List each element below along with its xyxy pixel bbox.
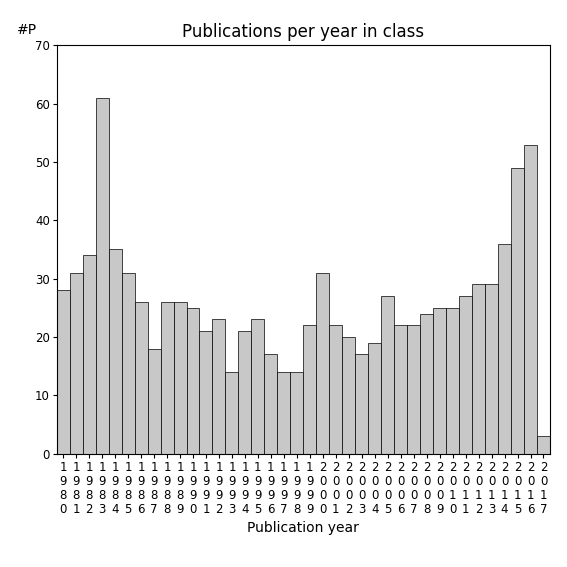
Bar xyxy=(329,325,342,454)
Title: Publications per year in class: Publications per year in class xyxy=(182,23,425,41)
Bar xyxy=(381,296,394,454)
Bar xyxy=(147,349,160,454)
Bar xyxy=(420,314,433,454)
Bar xyxy=(407,325,420,454)
Bar xyxy=(277,372,290,454)
Bar xyxy=(316,273,329,454)
Bar xyxy=(83,255,96,454)
Bar xyxy=(160,302,174,454)
Bar xyxy=(239,331,251,454)
Bar xyxy=(226,372,239,454)
Bar xyxy=(394,325,407,454)
Bar xyxy=(187,308,200,454)
Bar xyxy=(70,273,83,454)
Bar xyxy=(537,436,550,454)
Bar xyxy=(524,145,537,454)
Bar xyxy=(485,285,498,454)
Bar xyxy=(174,302,187,454)
Bar xyxy=(109,249,121,454)
Bar xyxy=(446,308,459,454)
Bar xyxy=(342,337,356,454)
X-axis label: Publication year: Publication year xyxy=(247,521,359,535)
Bar xyxy=(213,319,226,454)
Text: #P: #P xyxy=(17,23,37,37)
Bar xyxy=(472,285,485,454)
Bar xyxy=(96,98,109,454)
Bar xyxy=(368,343,381,454)
Bar xyxy=(264,354,277,454)
Bar xyxy=(200,331,213,454)
Bar xyxy=(57,290,70,454)
Bar xyxy=(121,273,134,454)
Bar xyxy=(134,302,147,454)
Bar xyxy=(433,308,446,454)
Bar xyxy=(356,354,368,454)
Bar xyxy=(290,372,303,454)
Bar xyxy=(511,168,524,454)
Bar xyxy=(303,325,316,454)
Bar xyxy=(459,296,472,454)
Bar xyxy=(251,319,264,454)
Bar xyxy=(498,244,511,454)
